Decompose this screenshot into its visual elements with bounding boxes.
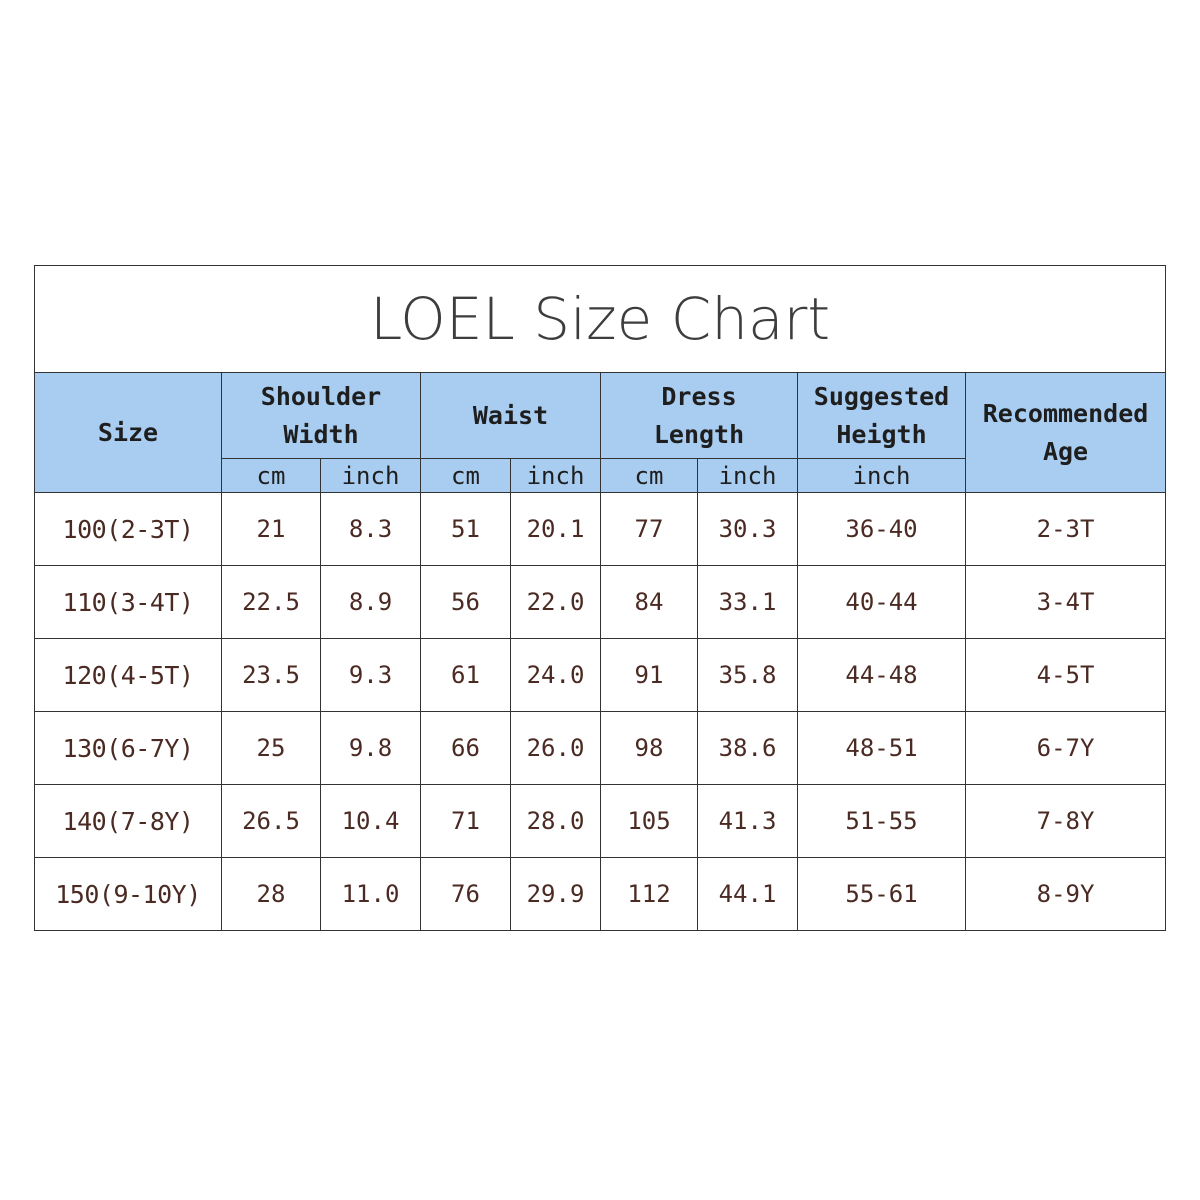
- header-text: Waist: [472, 400, 549, 430]
- table-cell: 55-61: [797, 857, 966, 931]
- table-cell: 7-8Y: [964, 784, 1167, 858]
- header-text: Shoulder Width: [260, 381, 382, 449]
- table-cell: 130(6-7Y): [34, 711, 222, 785]
- table-cell: 140(7-8Y): [34, 784, 222, 858]
- table-cell: 8-9Y: [964, 857, 1167, 931]
- column-header: Recommended Age: [964, 372, 1167, 493]
- table-cell: 3-4T: [964, 565, 1167, 639]
- table-cell: 21: [221, 492, 321, 566]
- table-cell: 29.9: [510, 857, 601, 931]
- table-cell: 105: [600, 784, 698, 858]
- table-cell: 51-55: [797, 784, 966, 858]
- header-text: Recommended Age: [982, 398, 1149, 466]
- table-cell: 91: [600, 638, 698, 712]
- table-cell: 33.1: [697, 565, 798, 639]
- table-cell: 120(4-5T): [34, 638, 222, 712]
- table-cell: 36-40: [797, 492, 966, 566]
- table-cell: 84: [600, 565, 698, 639]
- table-cell: 44-48: [797, 638, 966, 712]
- table-cell: 110(3-4T): [34, 565, 222, 639]
- unit-header: inch: [797, 458, 966, 493]
- table-cell: 22.5: [221, 565, 321, 639]
- table-cell: 40-44: [797, 565, 966, 639]
- table-cell: 28.0: [510, 784, 601, 858]
- header-text: Dress Length: [653, 381, 745, 449]
- table-cell: 26.0: [510, 711, 601, 785]
- unit-header: cm: [600, 458, 698, 493]
- table-cell: 20.1: [510, 492, 601, 566]
- column-header: Shoulder Width: [221, 372, 421, 459]
- table-cell: 24.0: [510, 638, 601, 712]
- table-cell: 23.5: [221, 638, 321, 712]
- table-cell: 112: [600, 857, 698, 931]
- table-cell: 25: [221, 711, 321, 785]
- table-cell: 26.5: [221, 784, 321, 858]
- table-cell: 28: [221, 857, 321, 931]
- table-cell: 100(2-3T): [34, 492, 222, 566]
- column-header: Dress Length: [600, 372, 798, 459]
- column-header: Size: [34, 372, 222, 493]
- table-row: 140(7-8Y) 26.5 10.4 71 28.0 105 41.3 51-55 7-8Y: [34, 784, 1167, 858]
- table-cell: 2-3T: [964, 492, 1167, 566]
- column-header: Suggested Heigth: [797, 372, 966, 459]
- table-cell: 38.6: [697, 711, 798, 785]
- table-cell: 22.0: [510, 565, 601, 639]
- unit-header: cm: [420, 458, 511, 493]
- table-cell: 61: [420, 638, 511, 712]
- chart-title: LOEL Size Chart: [33, 265, 1167, 373]
- size-chart: LOEL Size Chart Size Shoulder Width Wais…: [33, 265, 1167, 931]
- unit-header: inch: [510, 458, 601, 493]
- table-cell: 44.1: [697, 857, 798, 931]
- column-header: Waist: [420, 372, 601, 459]
- table-row: 100(2-3T) 21 8.3 51 20.1 77 30.3 36-40 2-3T: [34, 492, 1167, 566]
- unit-header: inch: [320, 458, 421, 493]
- table-cell: 41.3: [697, 784, 798, 858]
- table-cell: 9.8: [320, 711, 421, 785]
- header-text: Suggested Heigth: [813, 381, 950, 449]
- header-text: Size: [97, 417, 159, 447]
- table-row: 150(9-10Y) 28 11.0 76 29.9 112 44.1 55-61 8-9Y: [34, 857, 1167, 931]
- table-cell: 77: [600, 492, 698, 566]
- table-cell: 10.4: [320, 784, 421, 858]
- table-cell: 30.3: [697, 492, 798, 566]
- table-cell: 48-51: [797, 711, 966, 785]
- table-cell: 150(9-10Y): [34, 857, 222, 931]
- table-cell: 76: [420, 857, 511, 931]
- table-cell: 35.8: [697, 638, 798, 712]
- table-cell: 66: [420, 711, 511, 785]
- unit-header: cm: [221, 458, 321, 493]
- unit-header: inch: [697, 458, 798, 493]
- table-row: 120(4-5T) 23.5 9.3 61 24.0 91 35.8 44-48 4-5T: [34, 638, 1167, 712]
- table-cell: 8.9: [320, 565, 421, 639]
- table-cell: 71: [420, 784, 511, 858]
- table-cell: 9.3: [320, 638, 421, 712]
- table-cell: 51: [420, 492, 511, 566]
- table-row: 110(3-4T) 22.5 8.9 56 22.0 84 33.1 40-44 3-4T: [34, 565, 1167, 639]
- table-cell: 8.3: [320, 492, 421, 566]
- table-cell: 56: [420, 565, 511, 639]
- table-cell: 11.0: [320, 857, 421, 931]
- table-cell: 4-5T: [964, 638, 1167, 712]
- table-cell: 98: [600, 711, 698, 785]
- table-row: 130(6-7Y) 25 9.8 66 26.0 98 38.6 48-51 6-7Y: [34, 711, 1167, 785]
- table-cell: 6-7Y: [964, 711, 1167, 785]
